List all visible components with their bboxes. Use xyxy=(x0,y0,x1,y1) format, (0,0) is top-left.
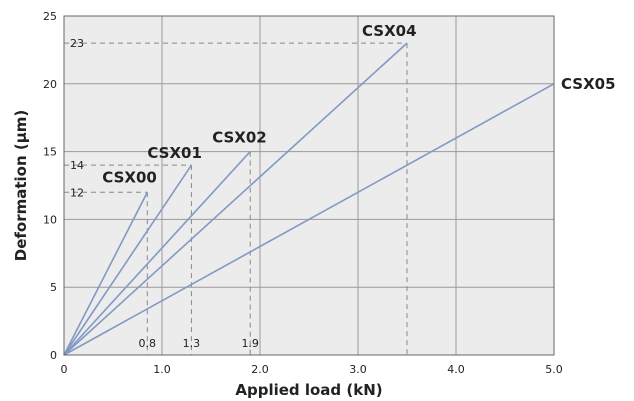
x-tick-label: 1.0 xyxy=(153,363,171,376)
series-line-csx00 xyxy=(63,191,149,356)
y-tick-label: 20 xyxy=(43,78,57,91)
y-axis-title: Deformation (μm) xyxy=(12,110,30,262)
x-tick-label: 3.0 xyxy=(349,363,367,376)
x-tick-label: 0 xyxy=(61,363,68,376)
series-labels: CSX00 CSX01 CSX02 CSX04 CSX05 xyxy=(102,22,615,186)
x-axis-ticks: 0 1.0 2.0 3.0 4.0 5.0 xyxy=(61,363,563,376)
series-line-csx01 xyxy=(63,164,193,356)
series-line-csx04 xyxy=(63,42,408,356)
x-tick-label: 4.0 xyxy=(447,363,465,376)
series-label-csx00: CSX00 xyxy=(102,168,157,186)
horizontal-reference-label: 12 xyxy=(70,186,84,199)
horizontal-reference-label: 23 xyxy=(70,37,84,50)
y-tick-label: 25 xyxy=(43,10,57,23)
x-tick-label: 2.0 xyxy=(251,363,269,376)
vertical-reference-label: 0.8 xyxy=(139,337,157,350)
vertical-reference-label: 1.9 xyxy=(241,337,259,350)
y-tick-label: 10 xyxy=(43,213,57,226)
series-label-csx02: CSX02 xyxy=(212,129,267,147)
series-line-csx05 xyxy=(63,83,555,356)
reference-lines: 23 14 12 0.8 1.3 1.9 xyxy=(64,37,408,355)
series-lines xyxy=(63,42,555,356)
plot-area xyxy=(64,16,554,355)
y-tick-label: 15 xyxy=(43,146,57,159)
series-line-csx02 xyxy=(63,151,251,356)
y-tick-label: 0 xyxy=(50,349,57,362)
series-label-csx04: CSX04 xyxy=(362,22,417,40)
horizontal-reference-label: 14 xyxy=(70,159,84,172)
plot-border xyxy=(63,15,555,356)
vertical-reference-label: 1.3 xyxy=(183,337,201,350)
y-tick-label: 5 xyxy=(50,281,57,294)
x-axis-title: Applied load (kN) xyxy=(235,381,382,399)
series-label-csx05: CSX05 xyxy=(561,75,616,93)
y-axis-ticks: 0 5 10 15 20 25 xyxy=(43,10,57,362)
x-tick-label: 5.0 xyxy=(545,363,563,376)
series-label-csx01: CSX01 xyxy=(147,144,202,162)
